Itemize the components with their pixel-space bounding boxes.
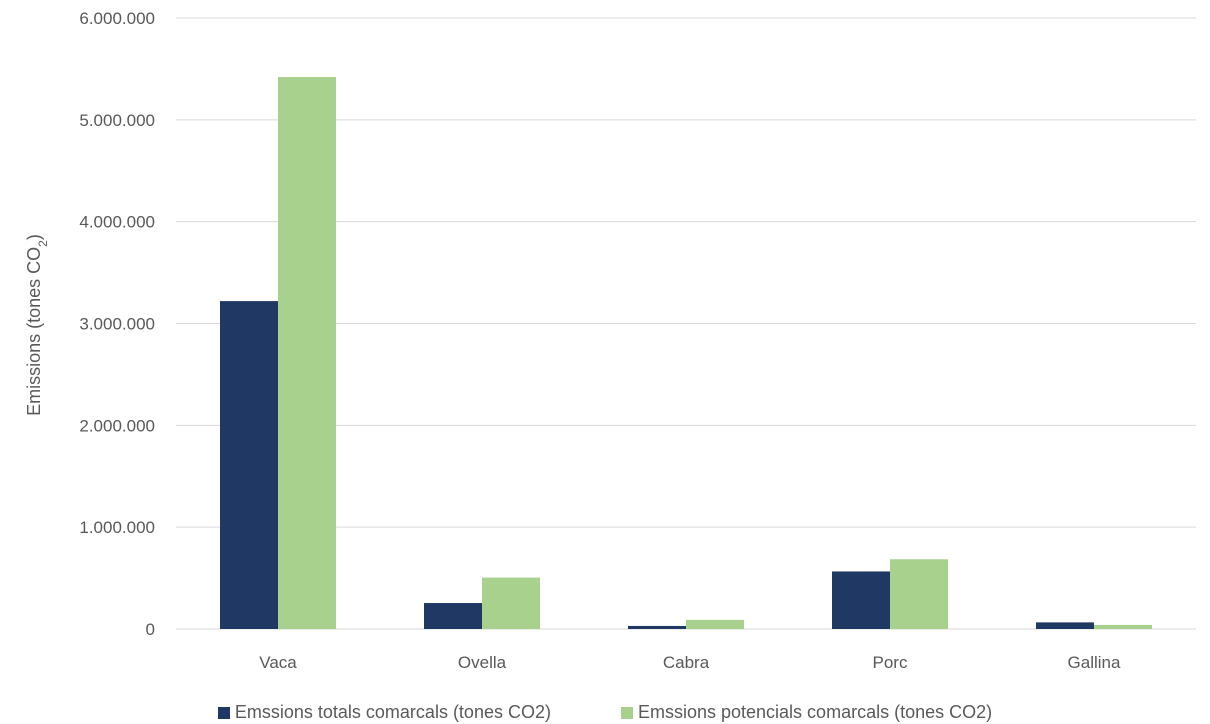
bar-ovella-series-0 [424, 603, 482, 629]
bar-cabra-series-1 [686, 619, 744, 629]
y-tick-label: 2.000.000 [79, 416, 155, 435]
y-tick-label: 4.000.000 [79, 213, 155, 232]
y-axis-ticks: 0 1.000.000 2.000.000 3.000.000 4.000.000 5.0… [79, 9, 155, 639]
legend-item-totals: Emssions totals comarcals (tones CO2) [217, 702, 551, 723]
x-axis-ticks: Vaca Ovella Cabra Porc Gallina [259, 653, 1121, 672]
bar-vaca-series-1 [278, 77, 336, 629]
y-tick-label: 0 [146, 620, 155, 639]
legend-item-potencials: Emssions potencials comarcals (tones CO2… [620, 702, 993, 723]
bar-gallina-series-1 [1094, 624, 1152, 629]
x-tick-label: Cabra [663, 653, 710, 672]
x-tick-label: Ovella [458, 653, 507, 672]
legend-swatch-potencials [620, 706, 633, 719]
gridlines [176, 17, 1196, 630]
x-tick-label: Porc [873, 653, 908, 672]
legend-swatch-totals [217, 706, 230, 719]
bar-cabra-series-0 [628, 625, 686, 629]
legend-label-potencials: Emssions potencials comarcals (tones CO2… [637, 702, 993, 722]
x-tick-label: Gallina [1068, 653, 1121, 672]
y-tick-label: 6.000.000 [79, 9, 155, 28]
bars [220, 77, 1152, 629]
legend-label-totals: Emssions totals comarcals (tones CO2) [234, 702, 551, 722]
y-tick-label: 1.000.000 [79, 518, 155, 537]
y-axis-label: Emissions (tones CO2) [24, 234, 50, 416]
bar-porc-series-1 [890, 559, 948, 629]
legend: Emssions totals comarcals (tones CO2) Em… [0, 702, 1210, 723]
y-tick-label: 3.000.000 [79, 315, 155, 334]
bar-vaca-series-0 [220, 301, 278, 629]
y-tick-label: 5.000.000 [79, 111, 155, 130]
x-tick-label: Vaca [259, 653, 297, 672]
bar-ovella-series-1 [482, 577, 540, 629]
bar-porc-series-0 [832, 571, 890, 629]
bar-gallina-series-0 [1036, 622, 1094, 629]
